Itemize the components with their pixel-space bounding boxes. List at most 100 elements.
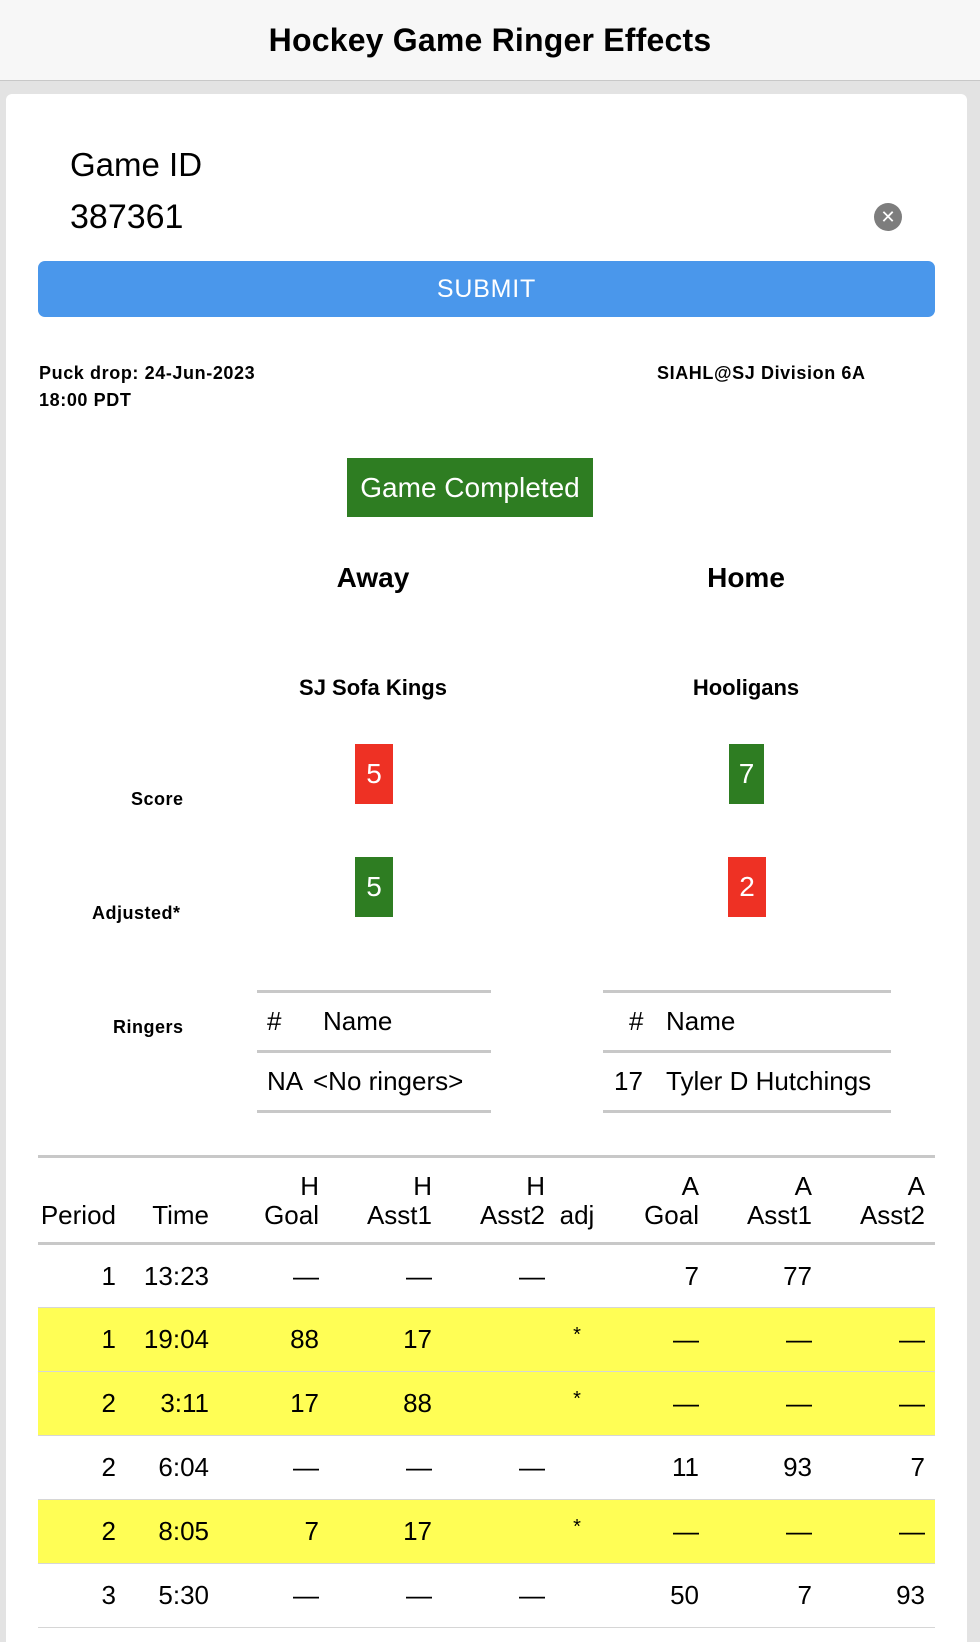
away-asst1: — (709, 1499, 822, 1564)
adj-marker: * (555, 1371, 599, 1436)
ringer-row: 17 Tyler D Hutchings (603, 1053, 891, 1113)
col-time: Time (152, 1200, 209, 1230)
ringer-name-header: Name (323, 1006, 393, 1036)
adj-marker: * (555, 1499, 599, 1564)
submit-button[interactable]: SUBMIT (38, 261, 935, 317)
home-asst1: — (329, 1563, 442, 1628)
game-id-input[interactable] (70, 198, 770, 237)
away-asst2: — (822, 1499, 935, 1564)
home-goal: — (219, 1435, 329, 1500)
home-goal: 7 (219, 1499, 329, 1564)
home-goal: — (219, 1563, 329, 1628)
away-goal: — (599, 1307, 709, 1372)
away-asst1: 93 (709, 1435, 822, 1500)
away-asst1: — (709, 1307, 822, 1372)
away-ringers-table: # Name NA <No ringers> (257, 990, 491, 1113)
away-heading: Away (336, 562, 410, 593)
goal-time: 8:05 (126, 1499, 219, 1564)
puck-drop-time: Puck drop: 24-Jun-2023 18:00 PDT (39, 363, 256, 410)
home-asst1: 17 (329, 1499, 442, 1564)
clear-input-button[interactable]: ✕ (874, 203, 902, 231)
home-asst2: — (442, 1563, 555, 1628)
home-heading: Home (707, 562, 785, 593)
goal-time: 3:11 (126, 1371, 219, 1436)
away-asst2: 7 (822, 1435, 935, 1500)
home-goal: 17 (219, 1371, 329, 1436)
away-asst1: 7 (709, 1563, 822, 1628)
ringer-number-header: # (267, 1006, 282, 1036)
ringer-name: Tyler D Hutchings (666, 1066, 872, 1096)
goal-row: 3 5:30 — — — 50 7 93 (38, 1563, 935, 1628)
goal-row: 1 19:04 88 17 * — — — (38, 1307, 935, 1372)
away-goal: 11 (599, 1435, 709, 1500)
adj-marker: * (555, 1307, 599, 1372)
home-asst1: — (329, 1243, 442, 1308)
goals-header-row: Period Time H Goal H Asst1 H Asst2 adj A Goa… (38, 1156, 935, 1244)
home-team-name: Hooligans (692, 675, 800, 700)
away-asst2 (822, 1243, 935, 1308)
division-label: SIAHL@SJ Division 6A (657, 363, 866, 383)
away-asst2: — (822, 1307, 935, 1372)
game-id-label: Game ID (70, 146, 203, 183)
goal-period: 2 (38, 1435, 126, 1500)
home-asst2 (442, 1307, 555, 1372)
goal-time: 5:30 (126, 1563, 219, 1628)
adj-marker (555, 1563, 599, 1628)
goal-period: 1 (38, 1243, 126, 1308)
ringer-row: NA <No ringers> (257, 1053, 491, 1113)
away-goal: 50 (599, 1563, 709, 1628)
close-icon: ✕ (880, 207, 896, 227)
main-card: Game ID ✕ SUBMIT Puck drop: 24-Jun-2023 … (6, 94, 967, 1642)
away-score: 5 (355, 744, 393, 804)
col-a-goal: A Goal (644, 1171, 699, 1230)
away-asst1: 77 (709, 1243, 822, 1308)
home-asst1: 88 (329, 1371, 442, 1436)
goal-period: 2 (38, 1499, 126, 1564)
home-asst2: — (442, 1435, 555, 1500)
col-a-asst1: A Asst1 (746, 1171, 812, 1230)
away-adjusted-score: 5 (355, 857, 393, 917)
adjusted-label: Adjusted* (92, 903, 181, 923)
home-score: 7 (729, 744, 764, 804)
home-ringers-table: # Name 17 Tyler D Hutchings (603, 990, 891, 1113)
goal-row: 1 13:23 — — — 7 77 (38, 1243, 935, 1308)
home-asst2 (442, 1499, 555, 1564)
goal-time: 6:04 (126, 1435, 219, 1500)
away-asst2: 93 (822, 1563, 935, 1628)
home-asst2: — (442, 1243, 555, 1308)
goal-row: 2 6:04 — — — 11 93 7 (38, 1435, 935, 1500)
goals-table: Period Time H Goal H Asst1 H Asst2 adj A Goa… (38, 1155, 935, 1628)
home-goal: 88 (219, 1307, 329, 1372)
adj-marker (555, 1435, 599, 1500)
home-adjusted-score: 2 (728, 857, 766, 917)
away-asst1: — (709, 1371, 822, 1436)
goal-period: 3 (38, 1563, 126, 1628)
home-goal: — (219, 1243, 329, 1308)
home-asst1: — (329, 1435, 442, 1500)
col-h-goal: H Goal (264, 1171, 319, 1230)
col-adj: adj (559, 1200, 595, 1230)
col-period: Period (40, 1200, 116, 1230)
ringers-header-row: # Name (257, 993, 491, 1053)
page-title: Hockey Game Ringer Effects (268, 21, 712, 58)
status-badge: Game Completed (347, 458, 593, 517)
away-team-name: SJ Sofa Kings (299, 675, 447, 700)
away-goal: — (599, 1499, 709, 1564)
app-header: Hockey Game Ringer Effects (0, 0, 980, 81)
col-a-asst2: A Asst2 (859, 1171, 925, 1230)
score-label: Score (131, 789, 184, 809)
ringers-header-row: # Name (603, 993, 891, 1053)
col-h-asst2: H Asst2 (479, 1171, 545, 1230)
home-asst1: 17 (329, 1307, 442, 1372)
goal-row: 2 8:05 7 17 * — — — (38, 1499, 935, 1564)
goal-period: 1 (38, 1307, 126, 1372)
ringer-number-header: # (629, 1006, 644, 1036)
goal-time: 13:23 (126, 1243, 219, 1308)
away-goal: 7 (599, 1243, 709, 1308)
home-asst2 (442, 1371, 555, 1436)
ringer-name: <No ringers> (313, 1066, 464, 1096)
ringer-number: NA (267, 1066, 304, 1096)
ringer-number: 17 (614, 1066, 643, 1096)
away-asst2: — (822, 1371, 935, 1436)
col-h-asst1: H Asst1 (366, 1171, 432, 1230)
